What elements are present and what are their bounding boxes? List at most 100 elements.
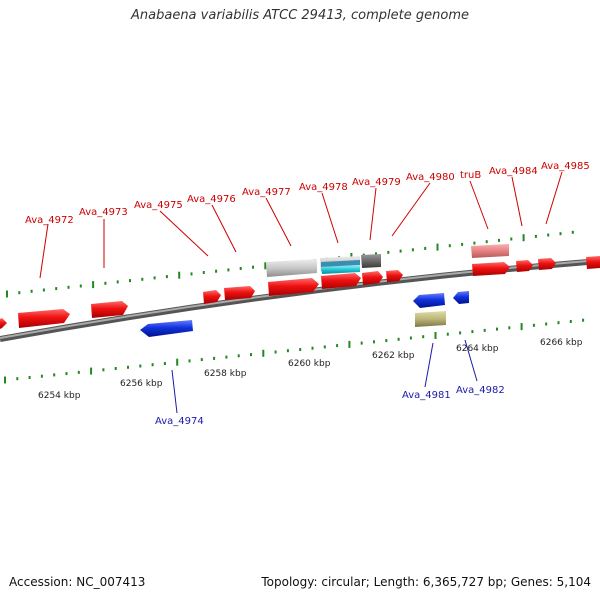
feature-block[interactable] — [471, 244, 509, 258]
accession-text: Accession: NC_007413 — [9, 575, 146, 589]
minor-tick — [139, 364, 142, 368]
minor-tick — [79, 284, 82, 288]
major-tick — [6, 290, 8, 298]
gene-arrow[interactable] — [586, 256, 600, 269]
minor-tick — [67, 285, 70, 289]
minor-tick — [459, 331, 462, 335]
feature-blocks — [266, 244, 509, 277]
tick-track-lower — [4, 318, 585, 384]
gene-arrow[interactable] — [413, 293, 445, 308]
gene-label: Ava_4974 — [155, 416, 204, 427]
minor-tick — [399, 249, 402, 253]
major-tick — [264, 262, 267, 270]
minor-tick — [65, 372, 68, 376]
minor-tick — [485, 240, 488, 244]
minor-tick — [225, 355, 228, 359]
major-tick — [4, 376, 6, 384]
major-tick — [262, 349, 265, 357]
minor-tick — [569, 320, 572, 323]
minor-tick — [498, 238, 500, 242]
feature-block[interactable] — [266, 259, 317, 277]
minor-tick — [30, 289, 33, 293]
major-tick — [176, 358, 179, 366]
scale-labels: 6254 kbp 6256 kbp 6258 kbp 6260 kbp 6262… — [38, 338, 583, 401]
minor-tick — [200, 358, 203, 362]
minor-tick — [18, 291, 21, 295]
minor-tick — [446, 332, 449, 336]
minor-tick — [510, 237, 513, 241]
gene-arrow[interactable] — [362, 271, 383, 285]
gene-label: Ava_4980 — [406, 172, 455, 183]
minor-tick — [190, 272, 193, 276]
gene-arrow[interactable] — [386, 270, 403, 282]
gene-label: Ava_4982 — [456, 385, 505, 396]
scale-label: 6266 kbp — [540, 338, 583, 348]
minor-tick — [411, 248, 414, 252]
gene-label: Ava_4981 — [402, 390, 451, 401]
minor-tick — [188, 359, 191, 363]
gene-label: Ava_4985 — [541, 161, 590, 172]
minor-tick — [102, 368, 105, 372]
minor-tick — [127, 365, 129, 369]
minor-tick — [299, 348, 302, 351]
minor-tick — [387, 250, 390, 254]
gene-arrow[interactable] — [140, 320, 193, 337]
gene-labels-reverse: Ava_4974 Ava_4981 Ava_4982 — [155, 339, 505, 427]
feature-block[interactable] — [361, 254, 381, 268]
minor-tick — [151, 363, 154, 367]
gene-arrow[interactable] — [18, 309, 70, 328]
minor-tick — [471, 330, 474, 334]
minor-tick — [129, 279, 131, 283]
gene-label: Ava_4976 — [187, 194, 236, 205]
minor-tick — [104, 281, 107, 285]
minor-tick — [42, 288, 45, 292]
minor-tick — [16, 377, 19, 381]
major-tick — [434, 332, 437, 339]
major-tick — [348, 340, 351, 348]
minor-tick — [252, 265, 254, 269]
minor-tick — [114, 367, 117, 370]
minor-tick — [534, 234, 537, 238]
gene-label: Ava_4972 — [25, 215, 74, 226]
forward-strand-genes — [0, 256, 600, 329]
minor-tick — [239, 267, 242, 270]
minor-tick — [202, 271, 205, 274]
gene-label: Ava_4977 — [242, 187, 291, 198]
minor-tick — [448, 244, 451, 248]
minor-tick — [473, 241, 476, 245]
gene-arrow[interactable] — [472, 262, 510, 276]
scale-label: 6262 kbp — [372, 351, 415, 361]
major-tick — [520, 323, 523, 331]
feature-block[interactable] — [415, 311, 446, 327]
gene-arrow[interactable] — [321, 273, 361, 289]
minor-tick — [141, 277, 144, 281]
gene-arrow[interactable] — [91, 301, 128, 318]
minor-tick — [286, 349, 289, 353]
gene-label: truB — [460, 170, 481, 181]
minor-tick — [508, 326, 511, 330]
gene-arrow[interactable] — [203, 290, 221, 304]
minor-tick — [532, 323, 535, 327]
gene-arrow[interactable] — [0, 318, 7, 329]
minor-tick — [375, 252, 377, 256]
gene-arrow[interactable] — [538, 258, 556, 270]
feature-block[interactable] — [321, 265, 360, 274]
reverse-strand-genes — [140, 291, 469, 337]
gene-arrow[interactable] — [268, 278, 319, 296]
minor-tick — [311, 346, 314, 350]
minor-tick — [461, 242, 464, 246]
gene-arrow[interactable] — [516, 260, 533, 272]
minor-tick — [323, 345, 326, 349]
feature-block[interactable] — [321, 260, 360, 267]
gene-arrow[interactable] — [224, 286, 255, 300]
minor-tick — [360, 341, 363, 345]
gene-label: Ava_4975 — [134, 200, 183, 211]
minor-tick — [397, 337, 400, 341]
gene-label: Ava_4984 — [489, 166, 538, 177]
gene-arrow[interactable] — [453, 291, 469, 304]
minor-tick — [53, 373, 56, 377]
minor-tick — [483, 328, 486, 332]
minor-tick — [153, 276, 156, 280]
minor-tick — [274, 350, 277, 354]
